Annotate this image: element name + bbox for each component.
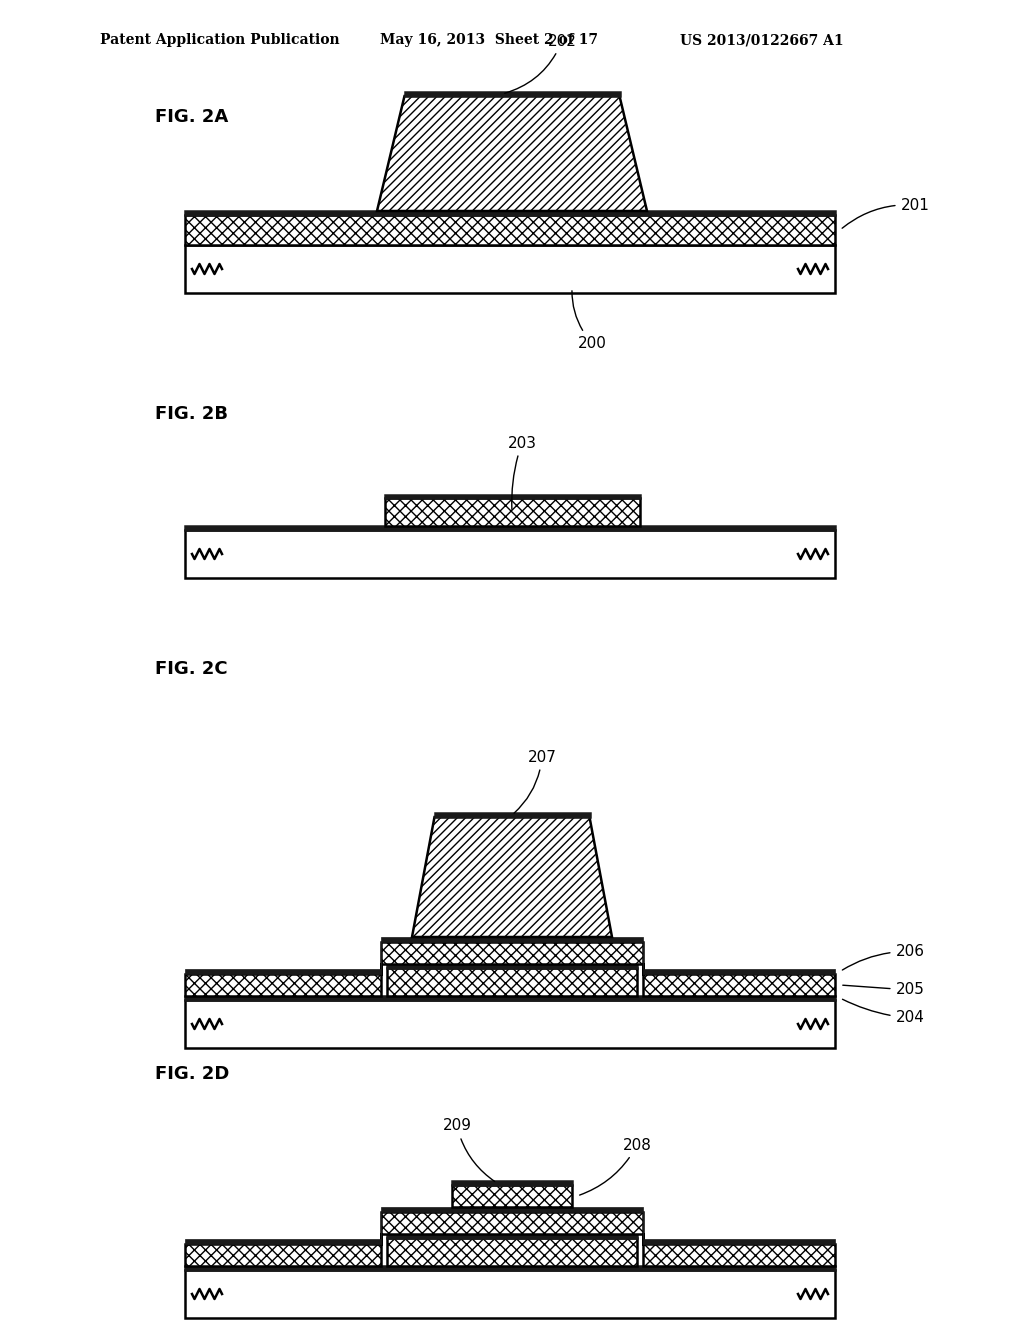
Bar (452, 1181, 572, 1185)
Bar (185, 215, 835, 246)
Polygon shape (185, 1206, 835, 1243)
Bar (185, 246, 835, 293)
Bar (185, 525, 835, 531)
Text: 203: 203 (508, 436, 537, 510)
Text: May 16, 2013  Sheet 2 of 17: May 16, 2013 Sheet 2 of 17 (380, 33, 598, 48)
Bar (387, 1238, 637, 1266)
Polygon shape (185, 942, 835, 997)
Bar (185, 531, 835, 578)
Bar (384, 495, 640, 498)
Bar (387, 968, 637, 997)
Bar (185, 1266, 835, 1270)
Text: 204: 204 (843, 999, 925, 1026)
Text: 205: 205 (843, 982, 925, 998)
Text: 207: 207 (514, 750, 556, 813)
Text: 202: 202 (505, 33, 577, 94)
Text: FIG. 2C: FIG. 2C (155, 660, 227, 678)
Polygon shape (185, 1212, 835, 1266)
Text: FIG. 2D: FIG. 2D (155, 1065, 229, 1082)
Polygon shape (412, 817, 612, 937)
Bar (452, 1185, 572, 1206)
Bar (404, 92, 620, 96)
Bar (185, 1270, 835, 1317)
Polygon shape (185, 937, 835, 974)
Text: 209: 209 (442, 1118, 495, 1181)
Bar (384, 498, 640, 525)
Text: 208: 208 (580, 1138, 651, 1195)
Bar (387, 1234, 637, 1238)
Text: FIG. 2B: FIG. 2B (155, 405, 228, 422)
Bar (185, 997, 835, 1001)
Text: 201: 201 (842, 198, 930, 228)
Bar (387, 964, 637, 968)
Bar (185, 1001, 835, 1048)
Text: 200: 200 (572, 290, 606, 351)
Text: FIG. 2A: FIG. 2A (155, 108, 228, 125)
Text: 206: 206 (843, 944, 925, 970)
Bar (434, 813, 590, 817)
Bar (185, 211, 835, 215)
Text: Patent Application Publication: Patent Application Publication (100, 33, 340, 48)
Polygon shape (377, 96, 647, 211)
Text: US 2013/0122667 A1: US 2013/0122667 A1 (680, 33, 844, 48)
